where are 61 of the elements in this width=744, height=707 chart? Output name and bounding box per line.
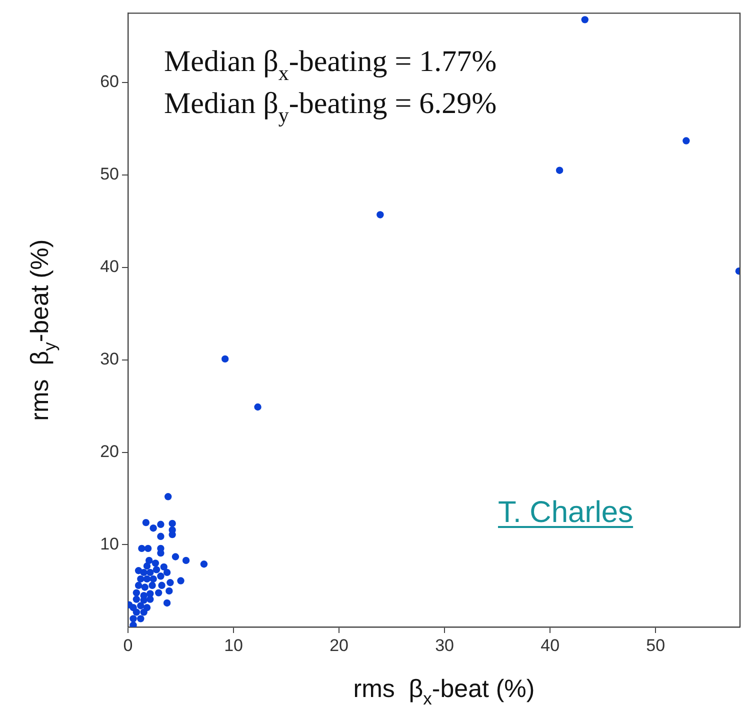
point (148, 582, 156, 589)
point (132, 608, 140, 616)
point (152, 560, 160, 567)
point (130, 622, 137, 627)
point (140, 608, 148, 616)
y-tick-label: 10 (100, 534, 119, 554)
point (146, 596, 154, 603)
point (150, 575, 157, 583)
y-tick-label: 20 (100, 442, 119, 461)
x-tick-label: 50 (646, 636, 666, 655)
point (221, 355, 229, 363)
x-tick-label: 40 (540, 636, 560, 655)
x-tick-label: 30 (435, 636, 454, 655)
point (376, 211, 384, 218)
y-tick-label: 40 (100, 257, 119, 276)
x-tick-label: 10 (224, 636, 243, 655)
point (682, 137, 690, 144)
annotation: T. Charles (498, 496, 634, 529)
point (166, 587, 173, 595)
point (142, 518, 150, 526)
point (160, 563, 168, 571)
point (132, 589, 140, 596)
point (152, 566, 160, 574)
point (143, 562, 151, 570)
point (581, 16, 588, 24)
y-axis-title: rms βy-beat (%) (26, 239, 60, 421)
point (146, 568, 154, 576)
point (163, 568, 171, 576)
point (132, 596, 140, 603)
point (146, 556, 153, 564)
y-tick-label: 30 (100, 350, 119, 369)
point (137, 602, 144, 610)
point (155, 589, 162, 596)
point (137, 615, 144, 622)
point (168, 520, 176, 528)
point (177, 577, 184, 584)
y-tick-label: 60 (100, 72, 119, 92)
x-tick-label: 20 (330, 636, 348, 655)
point (172, 553, 180, 560)
point (200, 560, 208, 568)
point (163, 599, 171, 607)
point (134, 582, 142, 589)
point (130, 615, 137, 622)
point (150, 524, 157, 532)
x-tick-label: 0 (123, 636, 133, 655)
point (157, 572, 164, 580)
point (254, 403, 262, 411)
point (137, 575, 144, 583)
point (157, 520, 164, 528)
point (158, 582, 166, 589)
point (164, 493, 172, 500)
point (556, 166, 564, 174)
point (182, 556, 190, 564)
y-tick-label: 50 (100, 164, 119, 184)
point (144, 544, 152, 552)
point (166, 579, 174, 586)
point (138, 544, 146, 552)
point (143, 575, 151, 583)
point (134, 567, 142, 574)
point (141, 584, 148, 591)
point (157, 532, 164, 540)
